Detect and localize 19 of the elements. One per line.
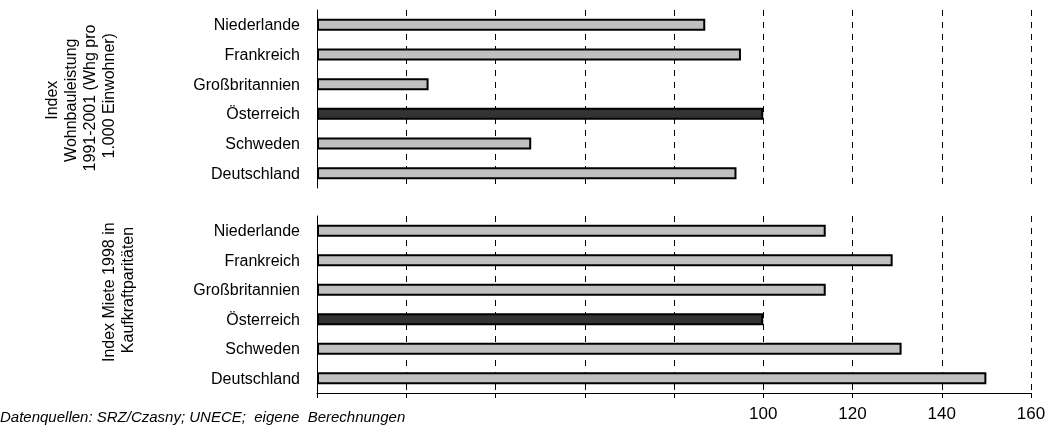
y-tick-label: Deutschland [211, 164, 300, 182]
y-tick-label: Schweden [225, 340, 300, 358]
y-tick-label: Schweden [225, 135, 300, 152]
y-tick-label: Großbritannien [193, 75, 300, 93]
y-tick-label: Deutschland [211, 369, 300, 387]
y-tick-label: Österreich [226, 105, 300, 123]
y-axis-title: Index Wohnbauleistung 1991-2001 (Whg pro 1.000 Einwohner) [43, 24, 117, 172]
y-axis-title: Index Miete 1998 in Kaufkraftparitäten [100, 217, 136, 363]
x-tick-label: 120 [838, 404, 867, 423]
y-tick-label: Frankreich [224, 251, 300, 269]
x-tick-label: 100 [749, 404, 778, 423]
text: Datenquellen: SRZ/Czasny; UNECE; eigene Berechnungen [0, 408, 406, 425]
y-tick-label: Frankreich [224, 46, 300, 63]
x-tick-label: 140 [927, 404, 956, 423]
x-tick-label: 160 [1016, 404, 1046, 423]
y-tick-label: Niederlande [213, 222, 301, 240]
y-tick-label: Österreich [226, 310, 300, 328]
y-tick-label: Großbritannien [193, 281, 300, 299]
y-tick-label: Niederlande [213, 16, 301, 34]
